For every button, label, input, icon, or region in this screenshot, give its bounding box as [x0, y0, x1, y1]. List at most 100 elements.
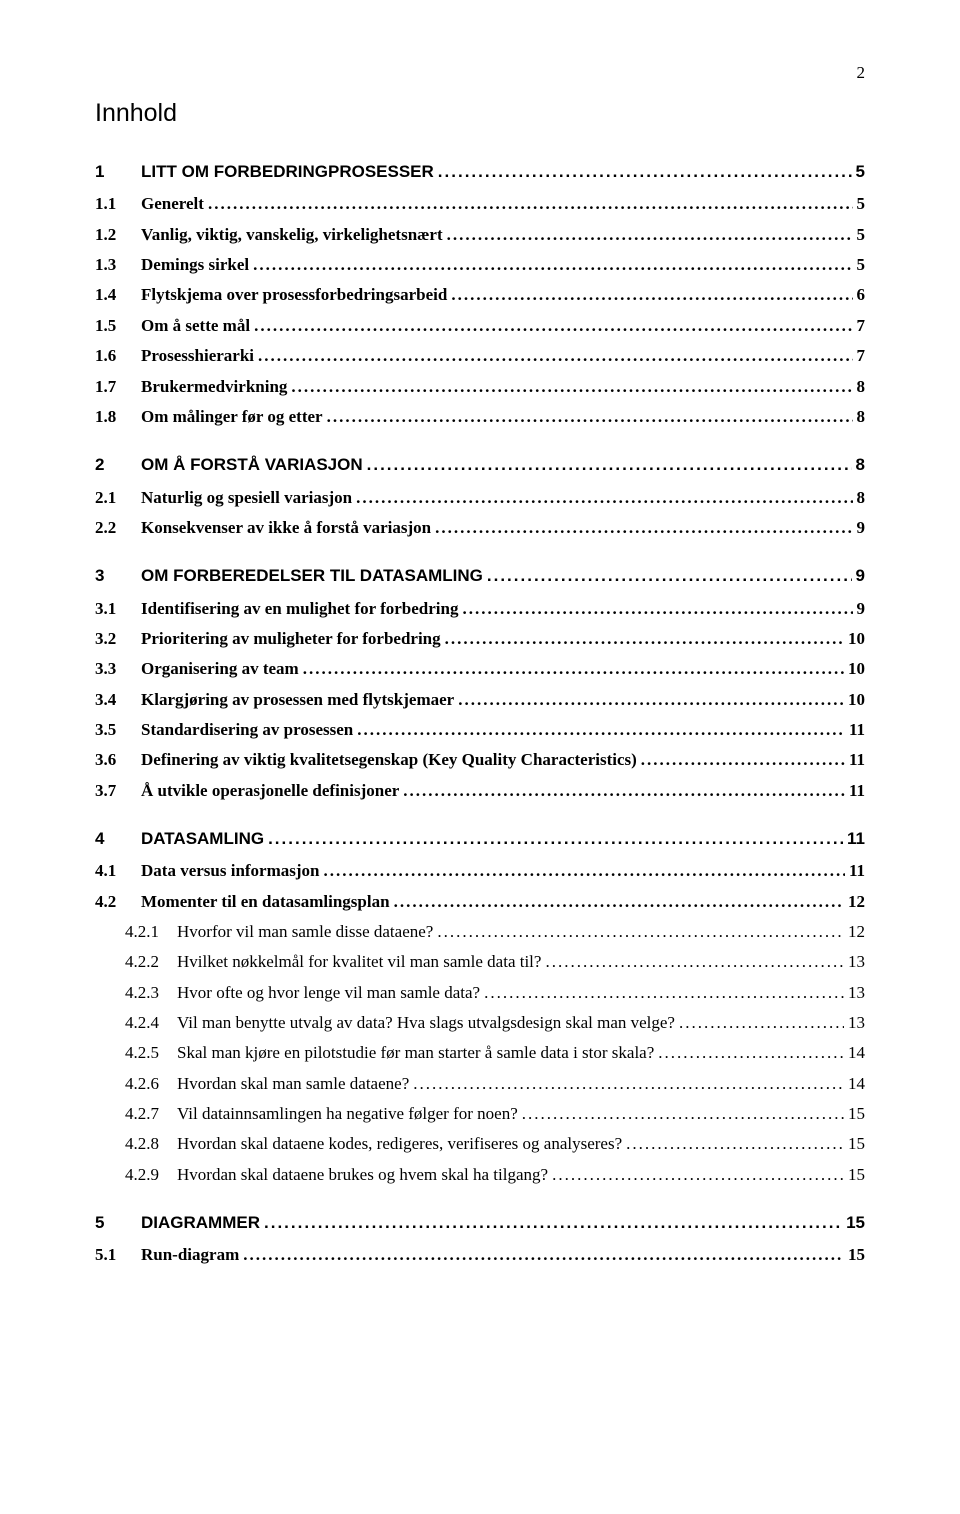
toc-entry-number: 3.7	[95, 778, 141, 804]
toc-entry-number: 3.6	[95, 747, 141, 773]
toc-entry-page: 13	[848, 949, 865, 975]
toc-entry-title: Om å sette mål	[141, 313, 250, 339]
toc-entry-page: 10	[848, 626, 865, 652]
toc-entry-page: 5	[857, 252, 866, 278]
toc-dot-leader	[626, 1131, 844, 1157]
toc-entry[interactable]: 4.2.7Vil datainnsamlingen ha negative fø…	[95, 1101, 865, 1127]
toc-entry[interactable]: 1.6Prosesshierarki7	[95, 343, 865, 369]
toc-entry-title: Identifisering av en mulighet for forbed…	[141, 596, 458, 622]
toc-entry-title: DATASAMLING	[141, 826, 264, 852]
toc-entry[interactable]: 3.6Definering av viktig kvalitetsegenska…	[95, 747, 865, 773]
toc-entry-number: 2	[95, 452, 141, 478]
toc-entry-page: 13	[848, 1010, 865, 1036]
toc-dot-leader	[641, 747, 845, 773]
toc-entry[interactable]: 1.8Om målinger før og etter 8	[95, 404, 865, 430]
toc-dot-leader	[438, 159, 852, 185]
toc-entry[interactable]: 4.2.4Vil man benytte utvalg av data? Hva…	[95, 1010, 865, 1036]
toc-entry[interactable]: 4.2.2Hvilket nøkkelmål for kvalitet vil …	[95, 949, 865, 975]
toc-entry-page: 11	[849, 778, 865, 804]
toc-entry[interactable]: 4.1Data versus informasjon11	[95, 858, 865, 884]
toc-entry-number: 4.2.4	[125, 1010, 177, 1036]
toc-entry[interactable]: 5.1Run-diagram15	[95, 1242, 865, 1268]
toc-entry-number: 3.3	[95, 656, 141, 682]
toc-entry-page: 8	[857, 404, 866, 430]
toc-entry[interactable]: 3.5Standardisering av prosessen11	[95, 717, 865, 743]
toc-entry-number: 2.2	[95, 515, 141, 541]
toc-entry-number: 1.8	[95, 404, 141, 430]
toc-dot-leader	[487, 563, 852, 589]
toc-entry-title: Flytskjema over prosessforbedringsarbeid	[141, 282, 447, 308]
toc-entry[interactable]: 3.1Identifisering av en mulighet for for…	[95, 596, 865, 622]
toc-entry-number: 1.7	[95, 374, 141, 400]
toc-entry-title: Prosesshierarki	[141, 343, 254, 369]
toc-entry-title: Prioritering av muligheter for forbedrin…	[141, 626, 441, 652]
toc-entry-title: Naturlig og spesiell variasjon	[141, 485, 352, 511]
toc-entry[interactable]: 1.1Generelt5	[95, 191, 865, 217]
toc-entry[interactable]: 5DIAGRAMMER15	[95, 1210, 865, 1236]
toc-entry[interactable]: 1.4Flytskjema over prosessforbedringsarb…	[95, 282, 865, 308]
toc-entry-number: 4.2.5	[125, 1040, 177, 1066]
toc-dot-leader	[394, 889, 844, 915]
toc-entry[interactable]: 1LITT OM FORBEDRINGPROSESSER5	[95, 159, 865, 185]
toc-entry[interactable]: 4.2.9Hvordan skal dataene brukes og hvem…	[95, 1162, 865, 1188]
toc-entry[interactable]: 4.2.1Hvorfor vil man samle disse dataene…	[95, 919, 865, 945]
toc-dot-leader	[445, 626, 844, 652]
toc-entry[interactable]: 1.7Brukermedvirkning8	[95, 374, 865, 400]
toc-entry-number: 1.5	[95, 313, 141, 339]
toc-entry-page: 9	[857, 515, 866, 541]
toc-dot-leader	[303, 656, 844, 682]
toc-entry-number: 4	[95, 826, 141, 852]
toc-entry-title: OM FORBEREDELSER TIL DATASAMLING	[141, 563, 483, 589]
toc-entry-page: 8	[857, 374, 866, 400]
toc-entry-title: LITT OM FORBEDRINGPROSESSER	[141, 159, 434, 185]
toc-entry[interactable]: 1.5Om å sette mål 7	[95, 313, 865, 339]
toc-entry-number: 3.2	[95, 626, 141, 652]
toc-entry[interactable]: 2.1Naturlig og spesiell variasjon8	[95, 485, 865, 511]
toc-entry[interactable]: 1.2Vanlig, viktig, vanskelig, virkelighe…	[95, 222, 865, 248]
toc-dot-leader	[458, 687, 844, 713]
toc-dot-leader	[462, 596, 852, 622]
toc-entry-number: 4.2.1	[125, 919, 177, 945]
toc-entry[interactable]: 4.2.8Hvordan skal dataene kodes, rediger…	[95, 1131, 865, 1157]
toc-entry[interactable]: 4.2.6Hvordan skal man samle dataene?14	[95, 1071, 865, 1097]
toc-entry[interactable]: 4.2Momenter til en datasamlingsplan12	[95, 889, 865, 915]
toc-dot-leader	[258, 343, 852, 369]
toc-entry-page: 11	[849, 747, 865, 773]
toc-entry-title: OM Å FORSTÅ VARIASJON	[141, 452, 363, 478]
toc-entry[interactable]: 1.3Demings sirkel5	[95, 252, 865, 278]
toc-entry[interactable]: 3.2Prioritering av muligheter for forbed…	[95, 626, 865, 652]
toc-dot-leader	[447, 222, 853, 248]
toc-dot-leader	[243, 1242, 844, 1268]
toc-entry-page: 14	[848, 1071, 865, 1097]
toc-dot-leader	[545, 949, 844, 975]
toc-dot-leader	[658, 1040, 844, 1066]
toc-entry-title: Om målinger før og etter	[141, 404, 323, 430]
toc-entry[interactable]: 3.7Å utvikle operasjonelle definisjoner1…	[95, 778, 865, 804]
toc-dot-leader	[451, 282, 852, 308]
toc-entry-page: 15	[848, 1131, 865, 1157]
toc-entry[interactable]: 2.2Konsekvenser av ikke å forstå variasj…	[95, 515, 865, 541]
toc-entry-number: 2.1	[95, 485, 141, 511]
toc-entry-number: 5	[95, 1210, 141, 1236]
toc-entry[interactable]: 4.2.5Skal man kjøre en pilotstudie før m…	[95, 1040, 865, 1066]
toc-entry-title: Vanlig, viktig, vanskelig, virkelighetsn…	[141, 222, 443, 248]
toc-dot-leader	[356, 485, 852, 511]
toc-entry-page: 12	[848, 889, 865, 915]
toc-entry-number: 1.2	[95, 222, 141, 248]
toc-entry[interactable]: 4DATASAMLING11	[95, 826, 865, 852]
toc-entry-number: 4.2.3	[125, 980, 177, 1006]
toc-entry[interactable]: 3.3Organisering av team10	[95, 656, 865, 682]
toc-dot-leader	[522, 1101, 844, 1127]
toc-entry[interactable]: 3OM FORBEREDELSER TIL DATASAMLING9	[95, 563, 865, 589]
toc-entry-number: 4.2.2	[125, 949, 177, 975]
toc-entry[interactable]: 3.4Klargjøring av prosessen med flytskje…	[95, 687, 865, 713]
toc-dot-leader	[437, 919, 844, 945]
toc-entry-number: 4.1	[95, 858, 141, 884]
toc-entry-page: 9	[856, 563, 865, 589]
toc-entry[interactable]: 2OM Å FORSTÅ VARIASJON8	[95, 452, 865, 478]
table-of-contents: 1LITT OM FORBEDRINGPROSESSER5 1.1Generelt…	[95, 159, 865, 1269]
toc-entry-page: 7	[857, 313, 866, 339]
toc-entry-number: 3.4	[95, 687, 141, 713]
toc-entry-number: 3.5	[95, 717, 141, 743]
toc-entry[interactable]: 4.2.3Hvor ofte og hvor lenge vil man sam…	[95, 980, 865, 1006]
